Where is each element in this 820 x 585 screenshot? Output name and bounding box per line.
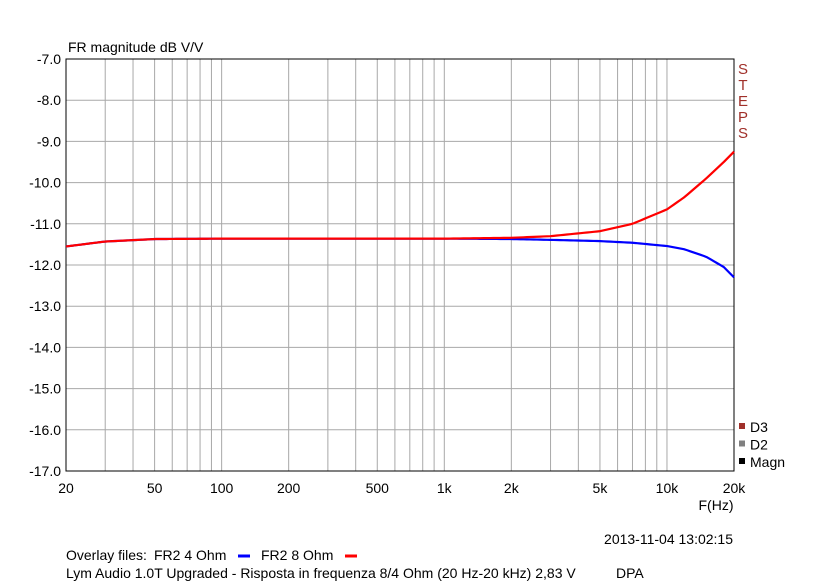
y-axis-tick-labels: -7.0 -8.0 -9.0 -10.0 -11.0 -12.0 -13.0 -14.0 -15… [29, 51, 61, 479]
x-axis-tick-labels: 20 50 100 200 500 1k 2k 5k 10k 20k [58, 480, 746, 496]
x-tick-label: 1k [437, 480, 453, 496]
x-tick-label: 500 [366, 480, 390, 496]
steps-letter: T [738, 77, 747, 94]
side-legend-label: Magn [750, 454, 785, 470]
overlay-legend: Overlay files: FR2 4 Ohm FR2 8 Ohm [66, 547, 357, 563]
y-tick-label: -12.0 [29, 257, 61, 273]
series-line-fr2-8-ohm [65, 150, 735, 248]
side-legend-swatch [739, 458, 745, 464]
side-legend-swatch [739, 423, 745, 429]
x-tick-label: 20k [723, 480, 747, 496]
overlay-label-fr2-4-ohm: FR2 4 Ohm [154, 547, 226, 563]
steps-letter: P [738, 109, 748, 126]
y-tick-label: -15.0 [29, 381, 61, 397]
caption-tag: DPA [616, 565, 644, 581]
y-tick-label: -14.0 [29, 339, 61, 355]
x-tick-label: 5k [593, 480, 609, 496]
x-tick-label: 100 [210, 480, 234, 496]
y-tick-label: -13.0 [29, 298, 61, 314]
x-tick-label: 10k [656, 480, 680, 496]
x-tick-label: 50 [147, 480, 163, 496]
x-tick-label: 200 [277, 480, 301, 496]
series-layer [65, 150, 735, 279]
series-line-fr2-4-ohm [65, 237, 735, 279]
x-axis-label: F(Hz) [699, 497, 734, 513]
y-tick-label: -8.0 [37, 92, 61, 108]
y-tick-label: -16.0 [29, 422, 61, 438]
x-tick-label: 20 [58, 480, 74, 496]
side-legend-swatch [739, 440, 745, 447]
plot-frame [65, 58, 735, 472]
y-tick-label: -11.0 [30, 216, 61, 232]
overlay-label-fr2-8-ohm: FR2 8 Ohm [261, 547, 333, 563]
steps-letter: S [738, 125, 748, 142]
overlay-prefix: Overlay files: [66, 547, 147, 563]
x-tick-label: 2k [504, 480, 520, 496]
y-tick-label: -9.0 [37, 133, 61, 149]
y-tick-label: -7.0 [37, 51, 61, 67]
chart-title: FR magnitude dB V/V [68, 39, 204, 55]
timestamp: 2013-11-04 13:02:15 [604, 531, 733, 547]
grid [66, 59, 734, 471]
steps-letter: E [738, 93, 748, 110]
y-tick-label: -17.0 [29, 463, 61, 479]
side-legend-label: D2 [750, 437, 768, 453]
y-tick-label: -10.0 [29, 175, 61, 191]
caption: Lym Audio 1.0T Upgraded - Risposta in fr… [66, 565, 576, 581]
steps-letter: S [738, 61, 748, 78]
side-legend-label: D3 [750, 419, 768, 435]
